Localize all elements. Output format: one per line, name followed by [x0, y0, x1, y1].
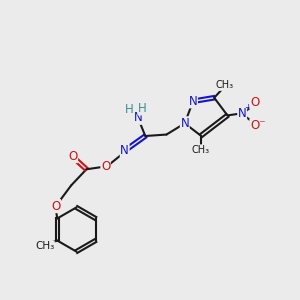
Text: ⁻: ⁻: [258, 118, 264, 131]
Text: N: N: [134, 111, 142, 124]
Text: +: +: [244, 103, 252, 112]
Text: N: N: [189, 95, 197, 108]
Text: N: N: [120, 144, 129, 157]
Text: O: O: [101, 160, 110, 173]
Text: N: N: [180, 117, 189, 130]
Text: O: O: [250, 96, 259, 109]
Text: N: N: [238, 107, 247, 120]
Text: O: O: [250, 119, 259, 132]
Text: O: O: [68, 149, 77, 163]
Text: H: H: [138, 102, 147, 115]
Text: CH₃: CH₃: [35, 241, 54, 251]
Text: CH₃: CH₃: [215, 80, 234, 90]
Text: O: O: [51, 200, 60, 213]
Text: H: H: [125, 103, 134, 116]
Text: CH₃: CH₃: [192, 145, 210, 155]
